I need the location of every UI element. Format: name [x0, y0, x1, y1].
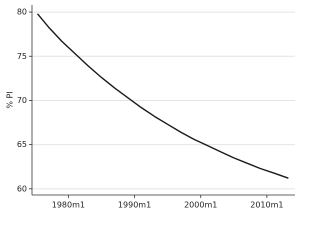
x-tick-label: 2000m1	[184, 201, 217, 210]
y-axis-label: % PI	[6, 91, 15, 108]
x-tick-label: 1980m1	[52, 201, 85, 210]
y-tick-label: 60	[17, 184, 27, 193]
chart: % PI 60 65 70 75 80 1980m1 1990m1 2000m1 2010m1	[0, 0, 300, 218]
x-tick-label: 2010m1	[250, 201, 283, 210]
y-tick-label: 75	[17, 52, 27, 61]
y-tick-label: 80	[17, 8, 27, 17]
x-tick-label: 1990m1	[118, 201, 151, 210]
y-tick-label: 70	[17, 96, 27, 105]
y-tick-label: 65	[17, 140, 27, 149]
line-series	[36, 13, 289, 179]
background	[0, 0, 300, 218]
